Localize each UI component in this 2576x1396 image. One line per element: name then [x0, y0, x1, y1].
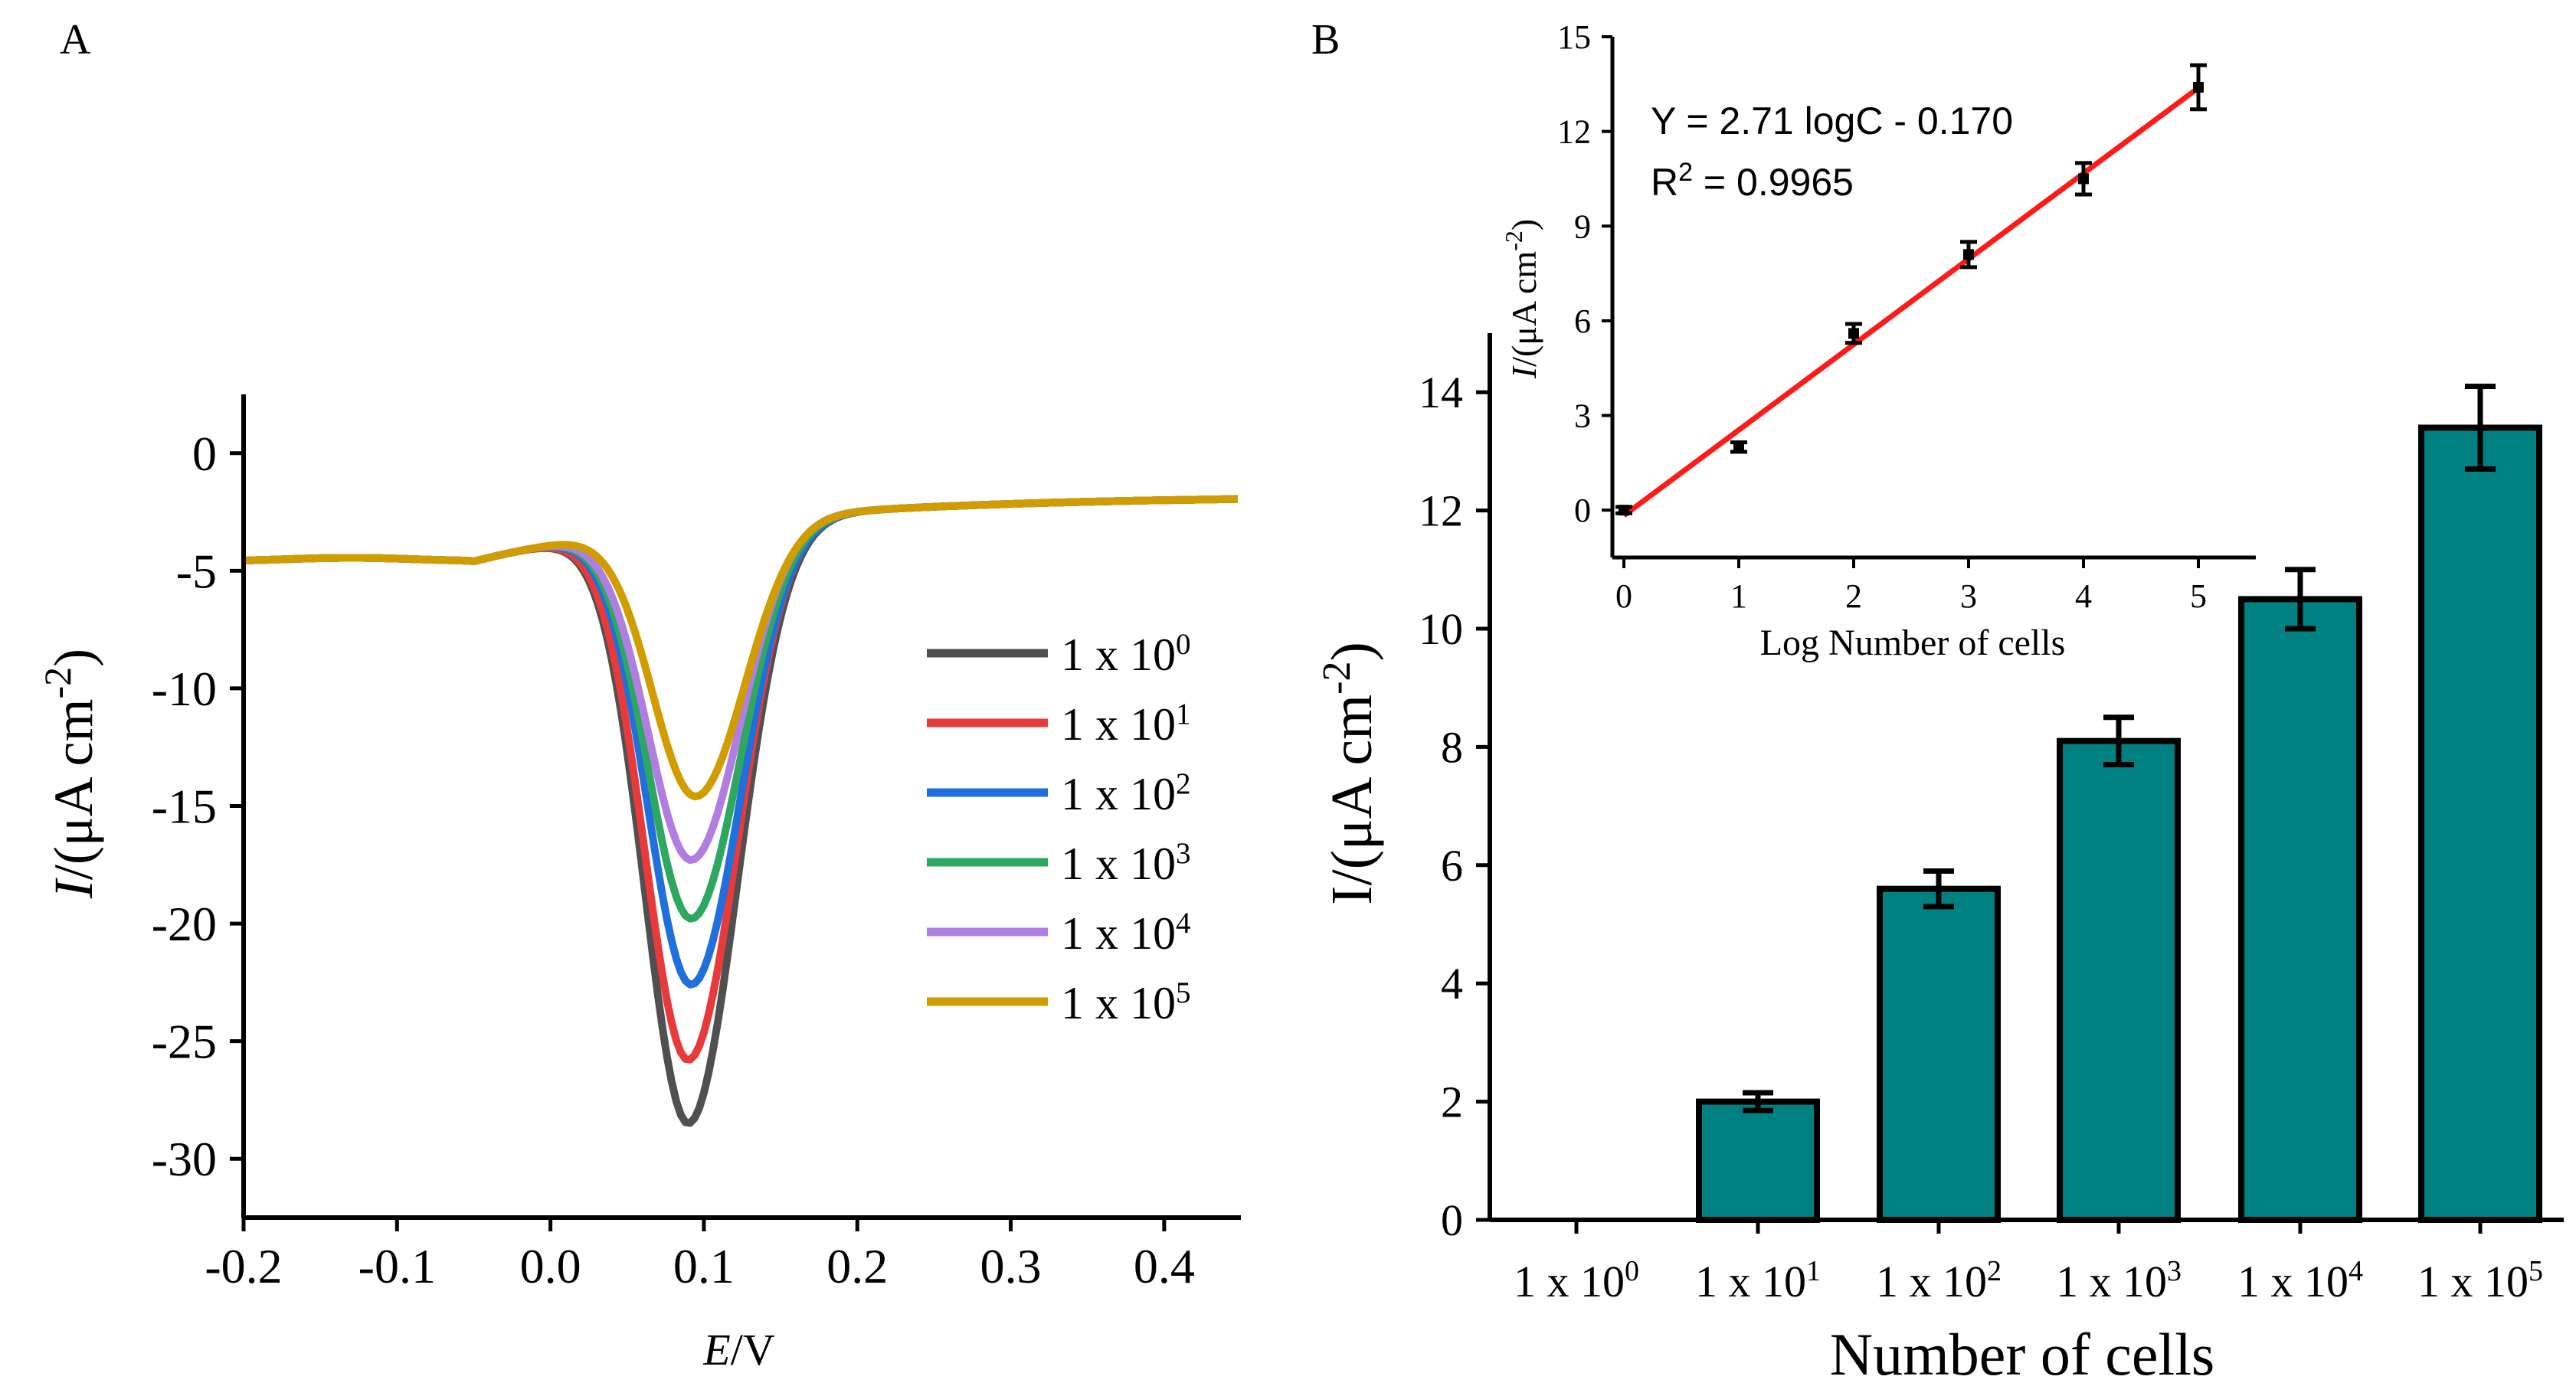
inset-data-point — [2078, 173, 2089, 185]
panel-a-x-tick-label: -0.2 — [205, 1239, 282, 1293]
panel-b-y-label: I/(μA cm-2) — [1315, 642, 1385, 905]
inset-data-point — [1733, 441, 1744, 453]
legend-label: 1 x 105 — [1061, 976, 1191, 1029]
legend-label: 1 x 101 — [1061, 698, 1191, 750]
panel-a-x-tick-label: 0.1 — [673, 1239, 735, 1293]
panel-b-y-tick-label: 10 — [1419, 604, 1463, 654]
panel-a-y-tick-label: -10 — [152, 662, 217, 716]
panel-b-y-tick-label: 2 — [1441, 1077, 1463, 1127]
panel-b-y-tick-label: 12 — [1419, 486, 1463, 536]
bar — [2238, 596, 2362, 1223]
panel-b-x-label: Number of cells — [1830, 1321, 2215, 1388]
inset-y-tick-label: 3 — [1574, 397, 1591, 435]
legend-label: 1 x 104 — [1061, 907, 1191, 960]
inset-y-tick-label: 12 — [1557, 113, 1591, 151]
panel-b-y-tick-label: 6 — [1441, 841, 1463, 891]
inset-x-label: Log Number of cells — [1760, 623, 2066, 663]
inset-y-tick-label: 9 — [1574, 208, 1591, 245]
panel-b-x-tick-label: 1 x 103 — [2056, 1255, 2182, 1306]
inset-x-tick-label: 1 — [1730, 577, 1747, 615]
panel-b-y-tick-label: 0 — [1441, 1195, 1463, 1245]
inset-x-tick-label: 5 — [2190, 577, 2207, 615]
inset-y-tick-label: 0 — [1574, 492, 1591, 529]
legend-label: 1 x 100 — [1061, 628, 1191, 681]
panel-b-x-tick-label: 1 x 102 — [1876, 1255, 2002, 1306]
legend-label: 1 x 102 — [1061, 767, 1191, 820]
panel-a-chart: -0.2 -0.1 0.0 0.1 0.2 0.3 0.4 0 -5 -10 -15 -20 -25 -3… — [36, 394, 1241, 1375]
inset-x-tick-label: 3 — [1960, 577, 1977, 615]
panel-a-x-tick-label: -0.1 — [358, 1239, 436, 1293]
inset-data-point — [1963, 249, 1974, 260]
panel-b-x-tick-label: 1 x 100 — [1514, 1255, 1639, 1306]
inset-data-point — [1848, 328, 1859, 339]
inset-x-tick-label: 2 — [1845, 577, 1862, 615]
inset-y-label: I/(μA cm-2) — [1500, 219, 1543, 379]
panel-a-y-tick-label: -25 — [152, 1015, 217, 1069]
panel-b-x-tick-label: 1 x 101 — [1695, 1255, 1821, 1306]
panel-a-x-label: E/V — [702, 1325, 775, 1375]
panel-a-x-tick-label: 0.0 — [520, 1239, 581, 1293]
legend-label: 1 x 103 — [1061, 837, 1191, 890]
inset-data-point — [1619, 505, 1629, 516]
panel-a-series-line — [243, 495, 1238, 801]
panel-a-y-tick-label: -5 — [176, 544, 217, 598]
inset-x-tick-label: 4 — [2075, 577, 2092, 615]
bar — [1877, 885, 2001, 1224]
panel-a-y-tick-label: -20 — [152, 897, 217, 951]
inset-fit-line — [1622, 85, 2201, 518]
panel-b-label: B — [1311, 16, 1340, 64]
bar — [1696, 1098, 1820, 1223]
panel-b-y-tick-label: 14 — [1419, 368, 1463, 417]
inset-data-point — [2193, 81, 2204, 93]
inset-y-tick-label: 15 — [1557, 18, 1591, 56]
panel-a-x-tick-label: 0.2 — [826, 1239, 888, 1293]
panel-b-x-tick-label: 1 x 104 — [2237, 1255, 2363, 1306]
bar — [2418, 424, 2542, 1223]
panel-a-x-tick-label: 0.3 — [980, 1239, 1042, 1293]
panel-a-y-label: I/(μA cm-2) — [36, 649, 104, 899]
panel-b-y-tick-label: 8 — [1441, 722, 1463, 772]
panel-b-y-tick-label: 4 — [1441, 959, 1463, 1009]
panel-a-y-tick-label: -15 — [152, 780, 217, 834]
panel-a-x-tick-label: 0.4 — [1134, 1239, 1195, 1293]
panel-b-x-tick-label: 1 x 105 — [2417, 1255, 2543, 1306]
inset-equation: Y = 2.71 logC - 0.170 — [1651, 100, 2013, 142]
inset-r-squared: R2 = 0.9965 — [1651, 158, 1854, 204]
inset-x-tick-label: 0 — [1615, 577, 1632, 615]
panel-a-label: A — [60, 16, 91, 64]
bar — [2057, 737, 2181, 1223]
inset-y-tick-label: 6 — [1574, 302, 1591, 340]
panel-a-y-tick-label: -30 — [152, 1132, 217, 1186]
panel-a-y-tick-label: 0 — [192, 427, 217, 481]
